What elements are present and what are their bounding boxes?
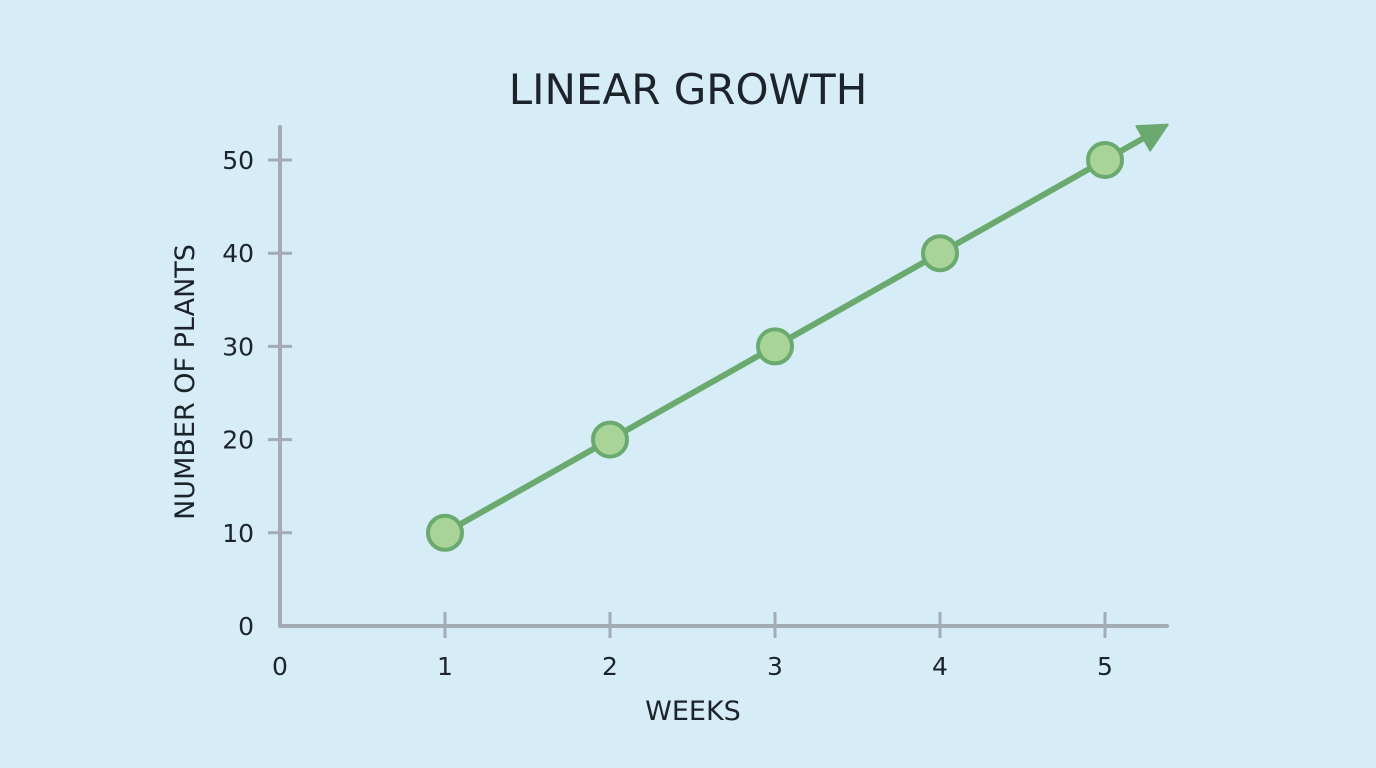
data-point [921, 234, 959, 273]
y-tick-label: 40 [222, 239, 254, 268]
y-tick-label: 20 [222, 426, 254, 455]
data-point [426, 513, 464, 552]
x-tick-label: 0 [272, 652, 288, 681]
y-tick-label: 0 [238, 612, 254, 641]
series-line [442, 133, 1150, 536]
series-plants [426, 123, 1169, 552]
x-tick-label: 2 [602, 652, 618, 681]
axes [278, 125, 1169, 628]
data-point [591, 420, 629, 459]
series-arrowhead [1135, 123, 1169, 152]
y-tick-label: 10 [222, 519, 254, 548]
x-tick-label: 1 [437, 652, 453, 681]
x-tick-label: 5 [1097, 652, 1113, 681]
x-axis-ticks: 0 1 2 3 4 5 [272, 612, 1113, 681]
data-point [1086, 141, 1124, 179]
y-axis-ticks: 0 10 20 30 40 50 [222, 146, 292, 641]
y-tick-label: 30 [222, 332, 254, 361]
chart-title: LINEAR GROWTH [509, 65, 868, 114]
data-point [756, 327, 794, 366]
x-tick-label: 4 [932, 652, 948, 681]
y-axis-title: NUMBER OF PLANTS [170, 244, 201, 520]
x-tick-label: 3 [767, 652, 783, 681]
x-axis-title: WEEKS [645, 696, 741, 727]
y-tick-label: 50 [222, 146, 254, 175]
